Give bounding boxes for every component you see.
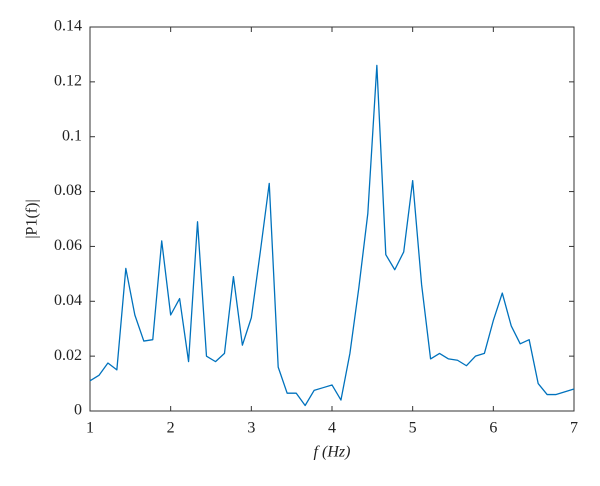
x-tick-label: 7	[570, 420, 578, 437]
y-axis-label: |P1(f)|	[24, 199, 41, 238]
x-axis-label: f (Hz)	[314, 444, 351, 461]
y-tick-label: 0.02	[54, 347, 82, 364]
y-tick-label: 0.12	[54, 73, 82, 90]
y-tick-label: 0.06	[54, 237, 82, 254]
y-tick-label: 0.08	[54, 182, 82, 199]
x-tick-label: 3	[247, 420, 255, 437]
plot-frame	[89, 26, 575, 412]
y-tick-label: 0.1	[62, 127, 82, 144]
y-tick-label: 0.04	[54, 292, 82, 309]
data-line	[89, 64, 575, 407]
x-tick-label: 1	[86, 420, 94, 437]
x-tick-label: 4	[328, 420, 336, 437]
x-tick-label: 6	[489, 420, 497, 437]
y-tick-label: 0	[74, 402, 82, 419]
x-tick-label: 2	[167, 420, 175, 437]
x-tick-label: 5	[409, 420, 417, 437]
y-tick-label: 0.14	[54, 18, 82, 35]
